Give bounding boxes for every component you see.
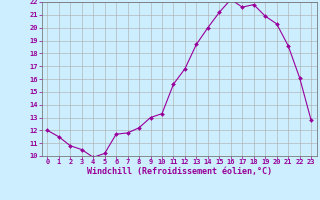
X-axis label: Windchill (Refroidissement éolien,°C): Windchill (Refroidissement éolien,°C): [87, 167, 272, 176]
